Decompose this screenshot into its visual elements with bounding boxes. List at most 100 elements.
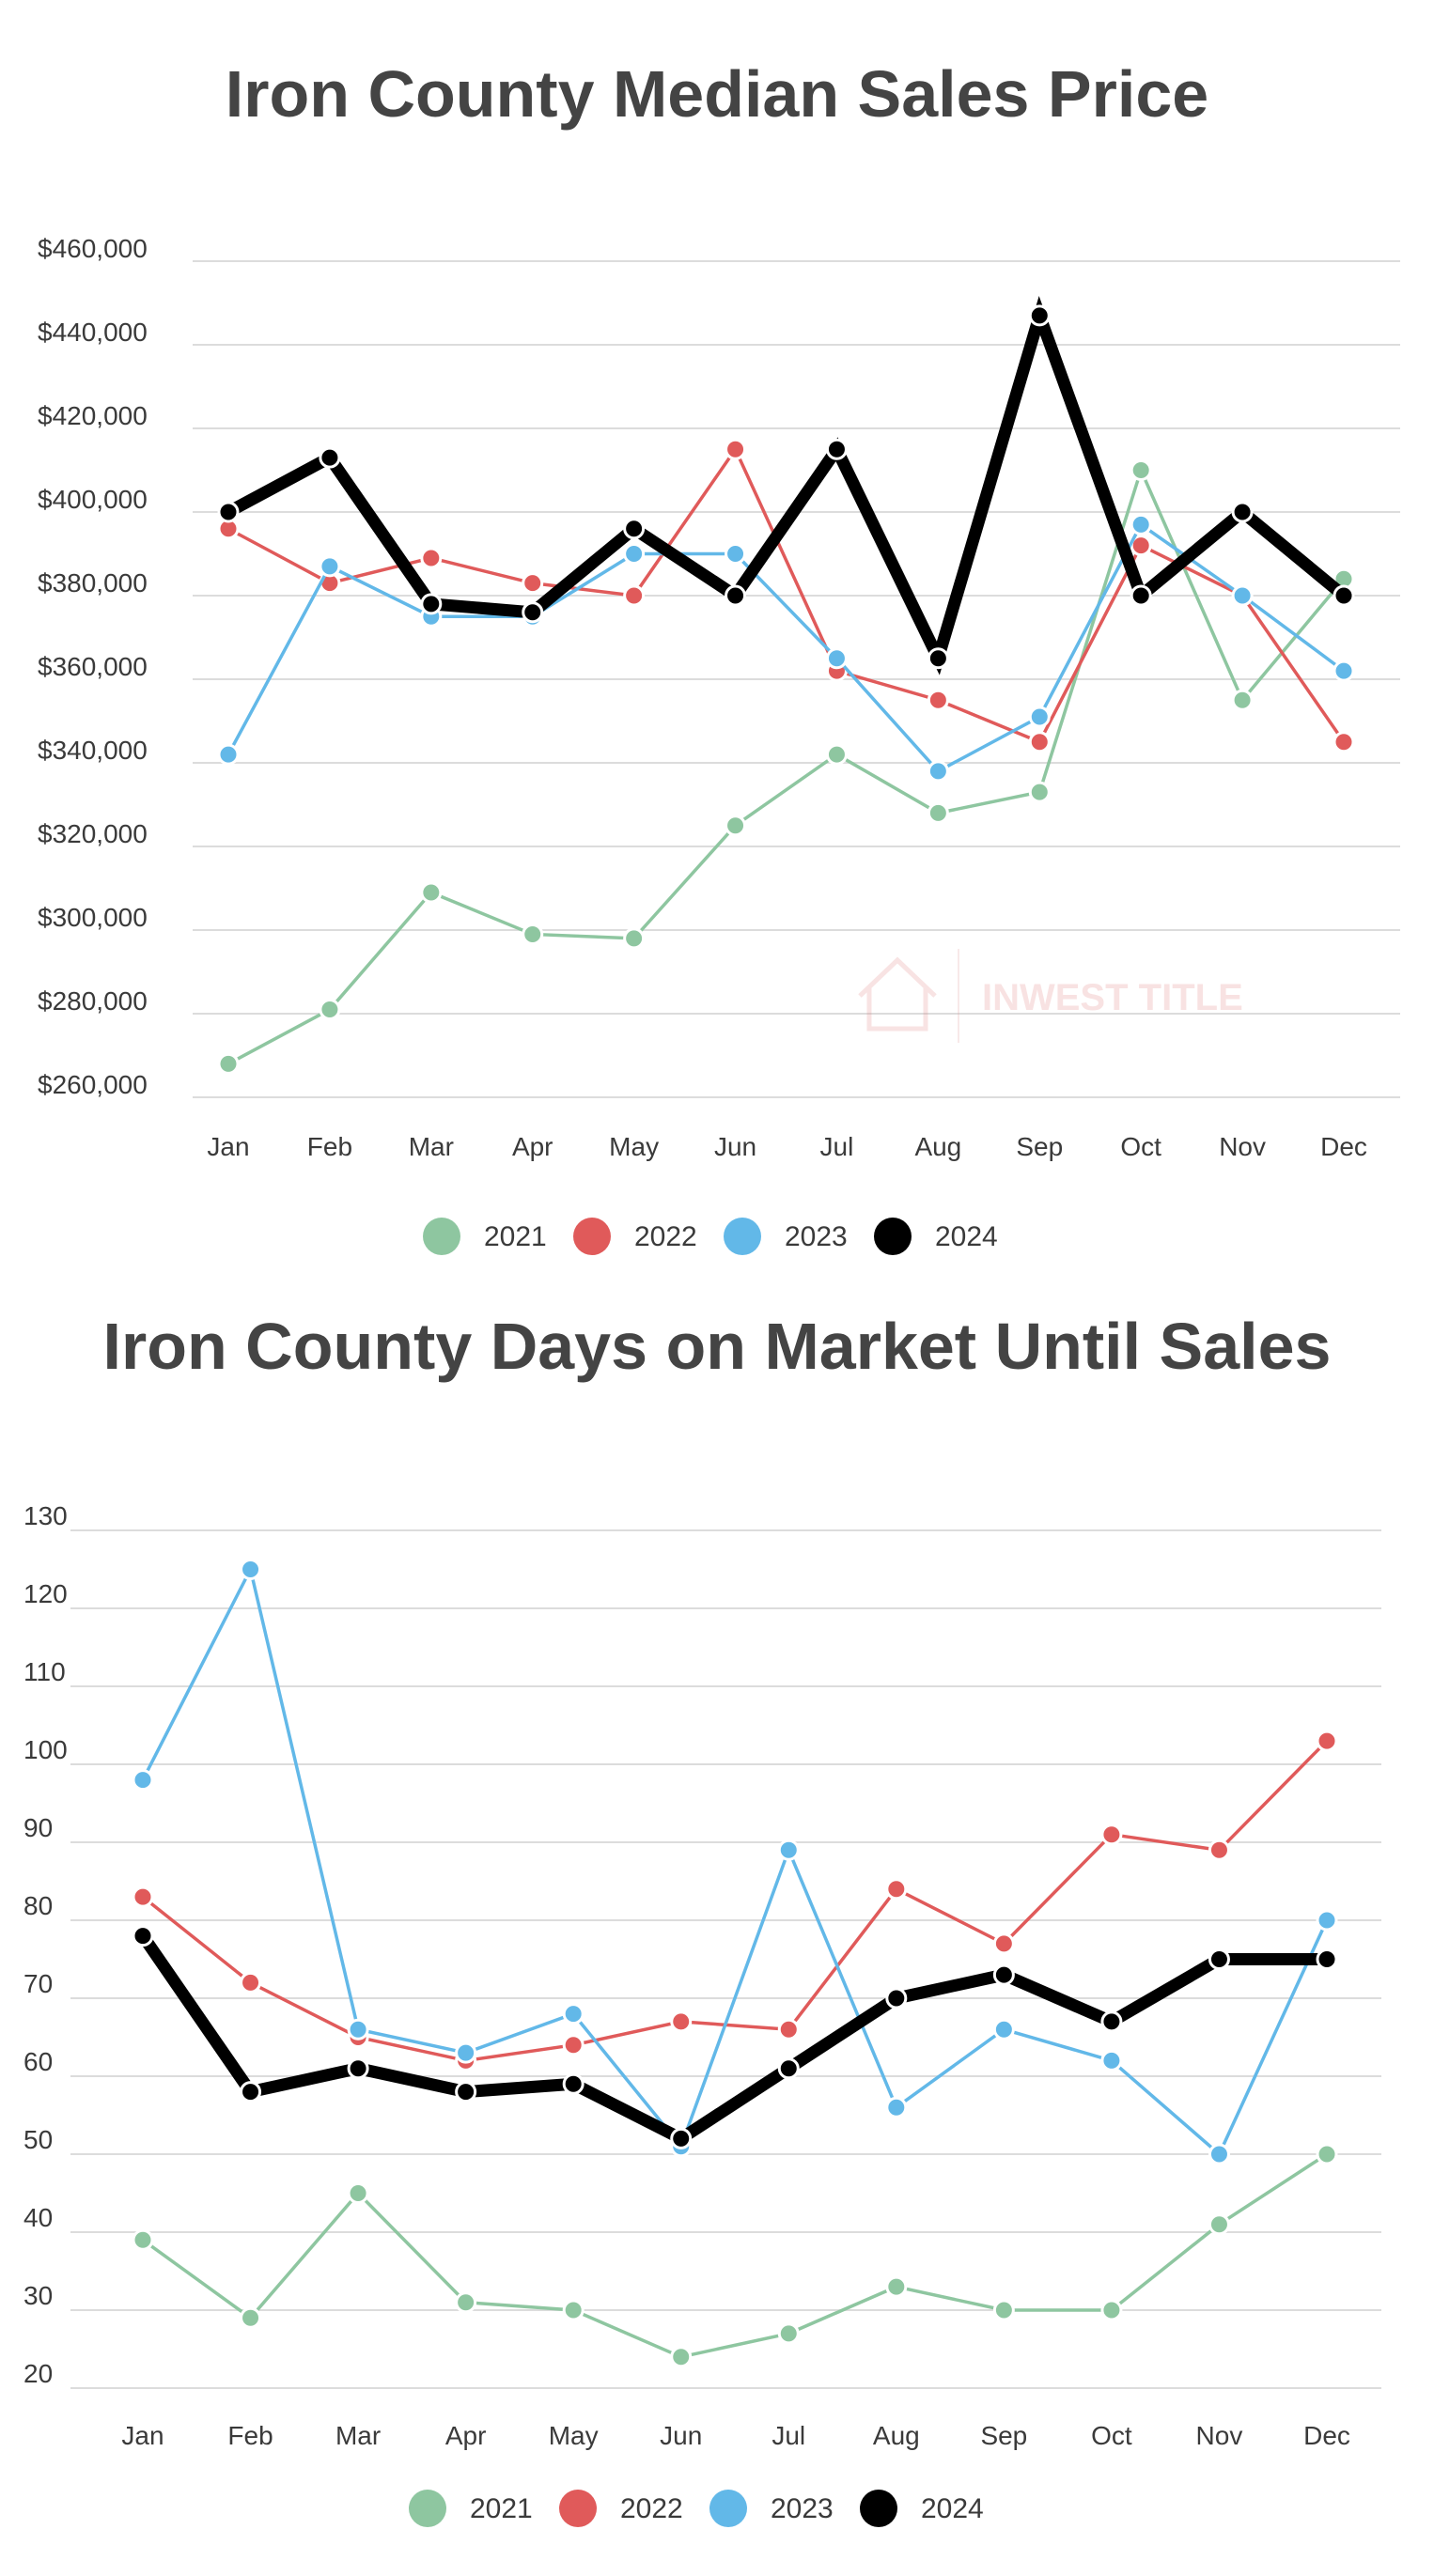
data-point-2023	[1100, 2049, 1123, 2072]
x-tick-label: Jul	[772, 2421, 805, 2450]
legend-swatch	[874, 1218, 912, 1255]
y-tick-label: 40	[23, 2203, 53, 2232]
data-point-2024	[240, 2081, 262, 2103]
data-point-2024	[319, 446, 341, 469]
data-point-2024	[1316, 1948, 1338, 1970]
data-point-2023	[347, 2018, 369, 2041]
y-tick-label: 20	[23, 2359, 53, 2388]
data-point-2024	[132, 1925, 154, 1948]
legend-label: 2023	[771, 2493, 834, 2524]
x-tick-label: Dec	[1303, 2421, 1350, 2450]
data-point-2024	[455, 2081, 477, 2103]
data-point-2023	[777, 1839, 800, 1861]
legend-swatch	[573, 1218, 611, 1255]
series-line-2021	[141, 2152, 1328, 2359]
data-point-2021	[217, 1052, 240, 1075]
data-point-2023	[217, 743, 240, 766]
legend-label: 2024	[935, 1221, 998, 1252]
data-point-2024	[725, 584, 747, 607]
data-point-2021	[522, 923, 544, 945]
data-point-2023	[1028, 706, 1051, 728]
data-point-2022	[1028, 731, 1051, 753]
data-point-2022	[522, 572, 544, 595]
x-tick-label: Jun	[660, 2421, 702, 2450]
series-2024	[132, 1925, 1338, 2149]
series-line-2023	[226, 521, 1346, 774]
data-point-2021	[1208, 2213, 1230, 2236]
x-tick-label: Sep	[1016, 1132, 1063, 1161]
data-point-2023	[927, 760, 949, 783]
median-price-plot: $260,000 $280,000 $300,000 $320,000 $340,000…	[38, 234, 1400, 1255]
price-legend: 2021 2022 2023 2024	[423, 1218, 998, 1255]
x-tick-label: Sep	[980, 2421, 1027, 2450]
series-2024	[217, 296, 1355, 675]
y-tick-label: $300,000	[38, 903, 148, 932]
y-tick-label: 90	[23, 1813, 53, 1842]
data-point-2024	[420, 593, 443, 615]
data-point-2021	[1028, 781, 1051, 803]
x-tick-label: Mar	[335, 2421, 381, 2450]
data-point-2021	[420, 881, 443, 904]
y-tick-label: $400,000	[38, 485, 148, 514]
watermark-text: INWEST TITLE	[982, 977, 1243, 1018]
data-point-2024	[670, 2127, 693, 2149]
data-point-2022	[1208, 1839, 1230, 1861]
series-line-2024	[225, 296, 1348, 675]
data-point-2022	[1333, 731, 1355, 753]
data-point-2023	[623, 543, 646, 565]
data-point-2022	[623, 584, 646, 607]
data-point-2024	[217, 501, 240, 523]
y-tick-label: 30	[23, 2281, 53, 2310]
y-tick-label: 110	[23, 1657, 66, 1686]
series-line-2021	[227, 465, 1346, 1065]
y-tick-label: 70	[23, 1969, 53, 1998]
series-line-2022	[227, 445, 1346, 744]
data-point-2021	[347, 2182, 369, 2204]
days-on-market-chart-title: Iron County Days on Market Until Sales	[102, 1310, 1332, 1383]
data-point-2021	[1130, 459, 1152, 481]
data-point-2021	[1231, 689, 1254, 711]
data-point-2022	[992, 1932, 1015, 1955]
x-tick-label: Nov	[1219, 1132, 1266, 1161]
x-tick-label: Dec	[1320, 1132, 1367, 1161]
data-point-2024	[623, 518, 646, 540]
data-point-2022	[885, 1878, 908, 1901]
data-point-2021	[562, 2299, 585, 2321]
x-tick-label: Oct	[1091, 2421, 1132, 2450]
y-tick-label: $360,000	[38, 652, 148, 681]
data-point-2023	[455, 2041, 477, 2064]
x-tick-label: Nov	[1196, 2421, 1243, 2450]
legend-label: 2024	[921, 2493, 984, 2524]
series-2022	[132, 1730, 1338, 2072]
data-point-2022	[777, 2018, 800, 2041]
data-point-2021	[670, 2346, 693, 2368]
data-point-2021	[319, 999, 341, 1021]
data-point-2024	[1130, 584, 1152, 607]
house-icon	[858, 956, 937, 1032]
data-point-2021	[725, 815, 747, 837]
inwest-title-watermark: INWEST TITLE	[858, 949, 1243, 1043]
x-tick-label: Jun	[714, 1132, 756, 1161]
x-tick-label: May	[549, 2421, 599, 2450]
data-point-2024	[927, 647, 949, 670]
y-tick-label: 50	[23, 2125, 53, 2154]
data-point-2023	[1208, 2143, 1230, 2165]
x-tick-label: May	[609, 1132, 659, 1161]
data-point-2024	[1208, 1948, 1230, 1970]
series-line-2024	[137, 1932, 1327, 2146]
y-tick-label: $320,000	[38, 819, 148, 848]
x-tick-label: Apr	[445, 2421, 487, 2450]
data-point-2023	[1130, 513, 1152, 535]
data-point-2024	[522, 601, 544, 624]
data-point-2021	[992, 2299, 1015, 2321]
data-point-2023	[992, 2018, 1015, 2041]
y-tick-label: $340,000	[38, 736, 148, 765]
data-point-2022	[132, 1885, 154, 1908]
data-point-2021	[1316, 2143, 1338, 2165]
legend-swatch	[709, 2490, 747, 2527]
data-point-2023	[725, 543, 747, 565]
y-tick-label: $380,000	[38, 568, 148, 597]
y-tick-label: $280,000	[38, 986, 148, 1016]
y-tick-label: $260,000	[38, 1070, 148, 1099]
y-tick-label: 130	[23, 1501, 68, 1530]
